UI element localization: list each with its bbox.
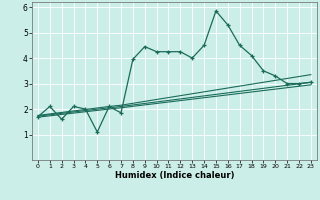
X-axis label: Humidex (Indice chaleur): Humidex (Indice chaleur) (115, 171, 234, 180)
